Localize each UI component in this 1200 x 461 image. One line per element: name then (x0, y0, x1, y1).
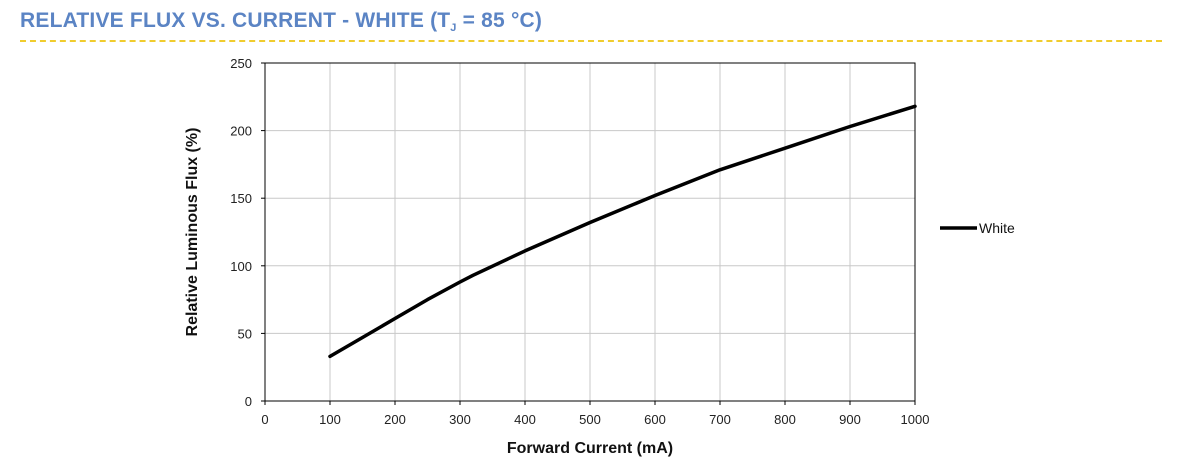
y-tick-label: 150 (230, 191, 252, 206)
x-tick-label: 800 (774, 412, 796, 427)
y-axis-ticks: 0 50 100 150 200 250 (230, 56, 265, 409)
series-group (328, 104, 917, 359)
x-tick-label: 700 (709, 412, 731, 427)
grid-lines (264, 62, 916, 402)
chart-title-tail: = 85 °C) (456, 9, 543, 32)
x-axis-ticks: 0 100 200 300 400 500 600 700 800 900 1000 (261, 401, 929, 427)
x-tick-label: 1000 (901, 412, 930, 427)
chart-title: RELATIVE FLUX VS. CURRENT - WHITE (TJ = … (20, 9, 542, 34)
y-tick-label: 100 (230, 259, 252, 274)
series-line-white (328, 104, 917, 359)
title-divider (20, 40, 1162, 42)
legend-label-white: White (979, 220, 1015, 236)
chart-title-subscript: J (450, 22, 457, 34)
x-tick-label: 500 (579, 412, 601, 427)
y-tick-label: 200 (230, 124, 252, 139)
x-tick-label: 200 (384, 412, 406, 427)
x-tick-label: 0 (261, 412, 268, 427)
x-tick-label: 900 (839, 412, 861, 427)
legend: White (940, 220, 1015, 236)
x-tick-label: 300 (449, 412, 471, 427)
x-tick-label: 100 (319, 412, 341, 427)
y-tick-label: 50 (238, 326, 252, 341)
y-tick-label: 250 (230, 56, 252, 71)
x-axis-title: Forward Current (mA) (507, 440, 673, 457)
y-tick-label: 0 (245, 394, 252, 409)
chart-title-main: RELATIVE FLUX VS. CURRENT - WHITE (T (20, 9, 451, 32)
x-tick-label: 400 (514, 412, 536, 427)
x-tick-label: 600 (644, 412, 666, 427)
y-axis-title: Relative Luminous Flux (%) (184, 128, 201, 337)
